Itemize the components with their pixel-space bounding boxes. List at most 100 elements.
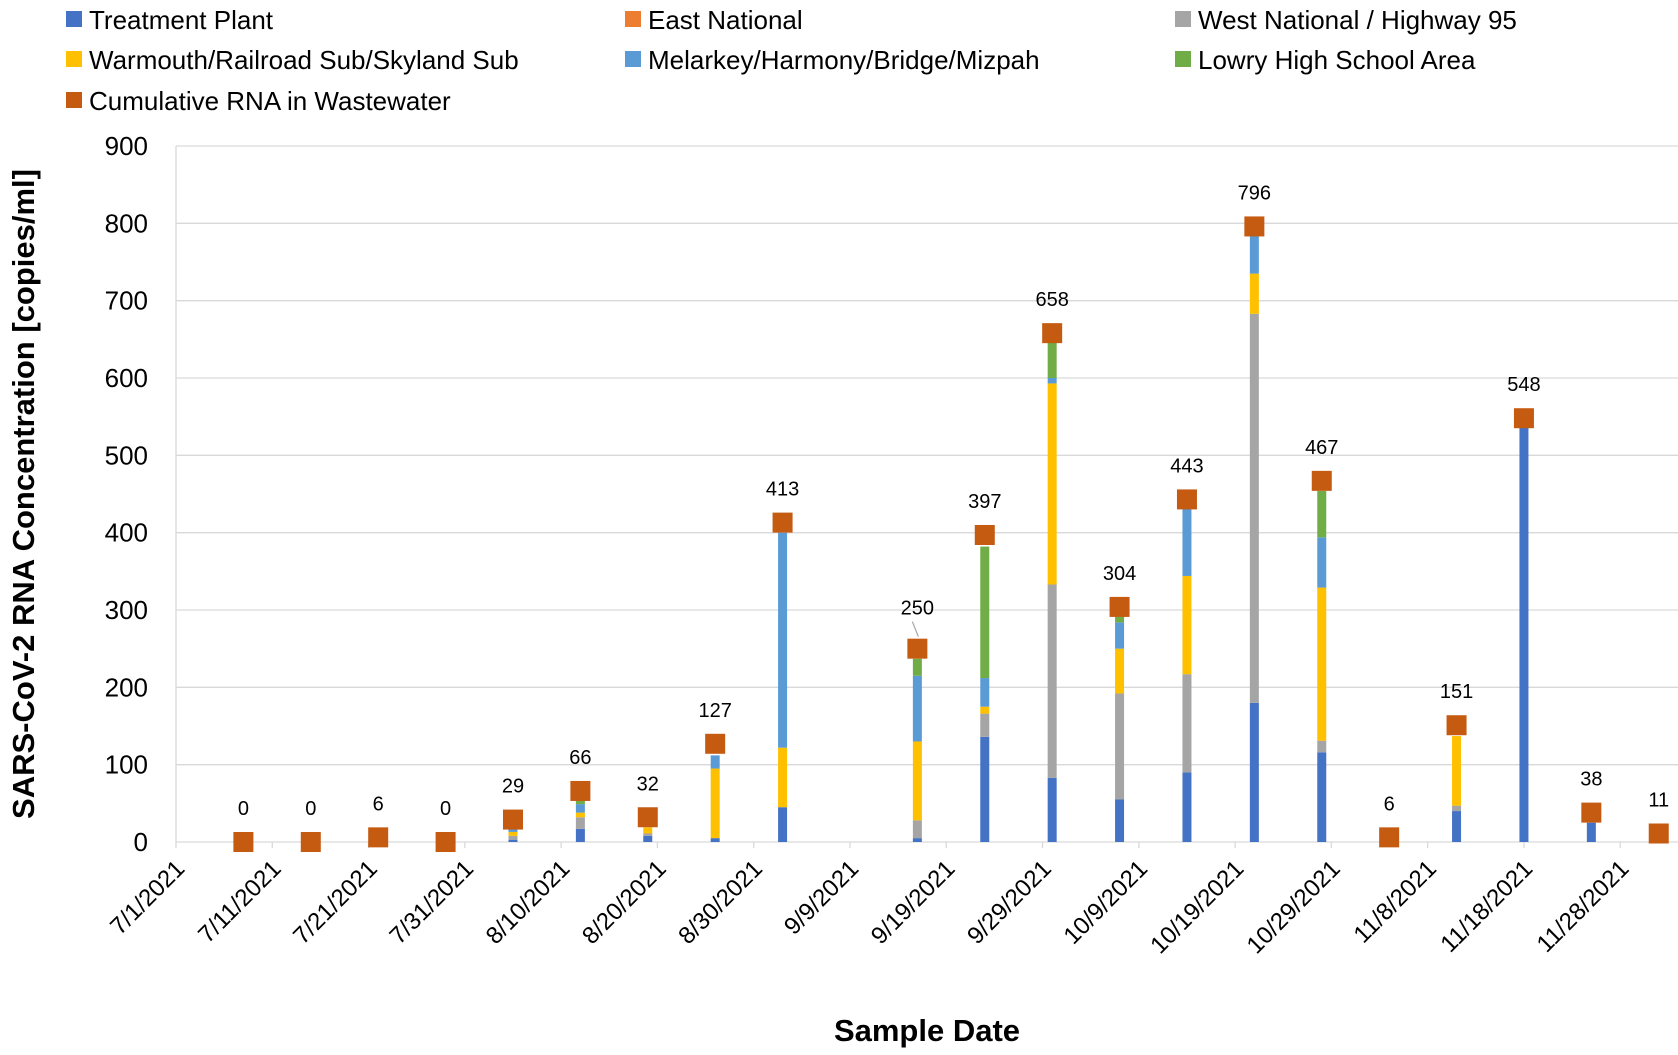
data-labels: 0 0 6 0 29 66 32 127 413 250 397 658 304 443 796 467 6 15… [238, 182, 1669, 820]
bar-segment-melarkey-harmony-bridge-mizpah [1317, 537, 1327, 588]
bar-segment-lowry-high-school-area [1115, 616, 1125, 623]
cumulative-marker [1311, 470, 1332, 491]
cumulative-marker [502, 809, 523, 830]
x-tick-label: 7/1/2021 [105, 855, 190, 940]
bar-segment-melarkey-harmony-bridge-mizpah [508, 828, 518, 832]
x-tick-label: 11/18/2021 [1435, 855, 1538, 958]
y-tick-label: 400 [105, 518, 148, 548]
bar-segment-lowry-high-school-area [1047, 340, 1057, 378]
bar-segment-melarkey-harmony-bridge-mizpah [1047, 378, 1057, 384]
cumulative-marker [772, 512, 793, 533]
data-label: 467 [1305, 437, 1338, 459]
cumulative-marker [907, 638, 928, 659]
cumulative-marker [1176, 489, 1197, 510]
x-axis-title: Sample Date [834, 1013, 1020, 1048]
x-tick-label: 11/8/2021 [1349, 855, 1442, 948]
data-label: 6 [1384, 793, 1395, 815]
bar-segment-treatment-plant [1182, 772, 1192, 842]
data-label: 29 [502, 776, 524, 798]
legend-label: West National / Highway 95 [1198, 5, 1517, 35]
y-tick-label: 900 [105, 131, 148, 161]
cumulative-marker [233, 832, 254, 852]
legend-swatch [66, 92, 82, 108]
legend-item-warmouth-railroad-sub-skyland-sub: Warmouth/Railroad Sub/Skyland Sub [66, 45, 519, 75]
x-tick-label: 10/19/2021 [1145, 855, 1249, 959]
bar-segment-melarkey-harmony-bridge-mizpah [710, 755, 720, 769]
legend-swatch [625, 11, 641, 27]
cumulative-marker [570, 780, 591, 801]
data-label: 0 [238, 798, 249, 820]
bar-segment-melarkey-harmony-bridge-mizpah [1182, 507, 1192, 576]
data-label: 397 [968, 491, 1001, 513]
bar-segment-melarkey-harmony-bridge-mizpah [575, 804, 585, 813]
bar-segment-warmouth-railroad-sub-skyland-sub [575, 812, 585, 818]
x-tick-label: 10/9/2021 [1058, 855, 1153, 950]
legend-swatch [625, 51, 641, 67]
bar-segment-west-national-highway-95 [1115, 693, 1125, 800]
data-label: 796 [1238, 182, 1271, 204]
bar-segment-west-national-highway-95 [980, 713, 990, 737]
legend-label: Cumulative RNA in Wastewater [89, 86, 451, 116]
legend-swatch [66, 11, 82, 27]
bar-segment-treatment-plant [1586, 822, 1596, 842]
bar-segment-lowry-high-school-area [575, 798, 585, 805]
bar-segment-melarkey-harmony-bridge-mizpah [778, 532, 788, 748]
bar-segment-treatment-plant [1452, 811, 1462, 842]
y-tick-label: 500 [105, 440, 148, 470]
legend-item-east-national: East National [625, 5, 803, 35]
y-tick-label: 0 [134, 827, 148, 857]
bar-segment-treatment-plant [1047, 777, 1057, 842]
bar-segment-lowry-high-school-area [912, 658, 922, 676]
bar-segment-lowry-high-school-area [980, 546, 990, 679]
bar-segment-warmouth-railroad-sub-skyland-sub [1115, 648, 1125, 694]
bar-segment-treatment-plant [1249, 702, 1259, 842]
bar-segment-west-national-highway-95 [1452, 805, 1462, 812]
bar-segment-warmouth-railroad-sub-skyland-sub [643, 827, 653, 834]
data-label: 413 [766, 479, 799, 501]
legend-swatch [1175, 11, 1191, 27]
cumulative-marker [705, 733, 726, 754]
legend-swatch [1175, 51, 1191, 67]
data-label: 11 [1648, 789, 1669, 811]
data-label: 66 [569, 747, 591, 769]
y-tick-label: 700 [105, 286, 148, 316]
bar-segment-treatment-plant [508, 839, 518, 842]
bar-segment-treatment-plant [1317, 752, 1327, 842]
bar-segment-west-national-highway-95 [508, 835, 518, 840]
bar-segment-treatment-plant [980, 736, 990, 842]
x-tick-label: 7/11/2021 [193, 855, 286, 948]
bar-segment-west-national-highway-95 [1249, 313, 1259, 703]
bar-segment-warmouth-railroad-sub-skyland-sub [1047, 383, 1057, 585]
data-label: 658 [1035, 289, 1068, 311]
data-label: 548 [1507, 374, 1540, 396]
cumulative-marker [1648, 823, 1669, 844]
bar-segment-lowry-high-school-area [1317, 490, 1327, 538]
cumulative-marker [300, 832, 321, 852]
legend-item-cumulative-rna-in-wastewater: Cumulative RNA in Wastewater [66, 86, 451, 116]
data-label: 0 [440, 798, 451, 820]
label-leader-line [911, 621, 919, 637]
gridlines [176, 145, 1678, 843]
legend-item-treatment-plant: Treatment Plant [66, 5, 274, 35]
bar-segment-treatment-plant [912, 838, 922, 842]
cumulative-marker [974, 524, 995, 545]
bar-segment-melarkey-harmony-bridge-mizpah [1249, 234, 1259, 274]
cumulative-marker [1379, 827, 1400, 848]
legend-item-lowry-high-school-area: Lowry High School Area [1175, 45, 1476, 75]
x-axis: 7/1/2021 7/11/2021 7/21/2021 7/31/2021 8/10/… [105, 842, 1634, 959]
legend-item-melarkey-harmony-bridge-mizpah: Melarkey/Harmony/Bridge/Mizpah [625, 45, 1040, 75]
legend-label: East National [648, 5, 803, 35]
y-tick-label: 800 [105, 208, 148, 238]
cumulative-marker [435, 832, 456, 852]
bar-segment-melarkey-harmony-bridge-mizpah [1115, 622, 1125, 649]
y-axis: 0 100 200 300 400 500 600 700 800 900 [105, 131, 177, 857]
x-tick-label: 7/21/2021 [288, 855, 383, 950]
legend-label: Lowry High School Area [1198, 45, 1476, 75]
data-label: 32 [637, 773, 659, 795]
x-tick-label: 8/30/2021 [673, 855, 768, 950]
x-tick-label: 9/19/2021 [866, 855, 961, 950]
legend-item-west-national-highway-95: West National / Highway 95 [1175, 5, 1517, 35]
bar-segment-west-national-highway-95 [912, 820, 922, 839]
